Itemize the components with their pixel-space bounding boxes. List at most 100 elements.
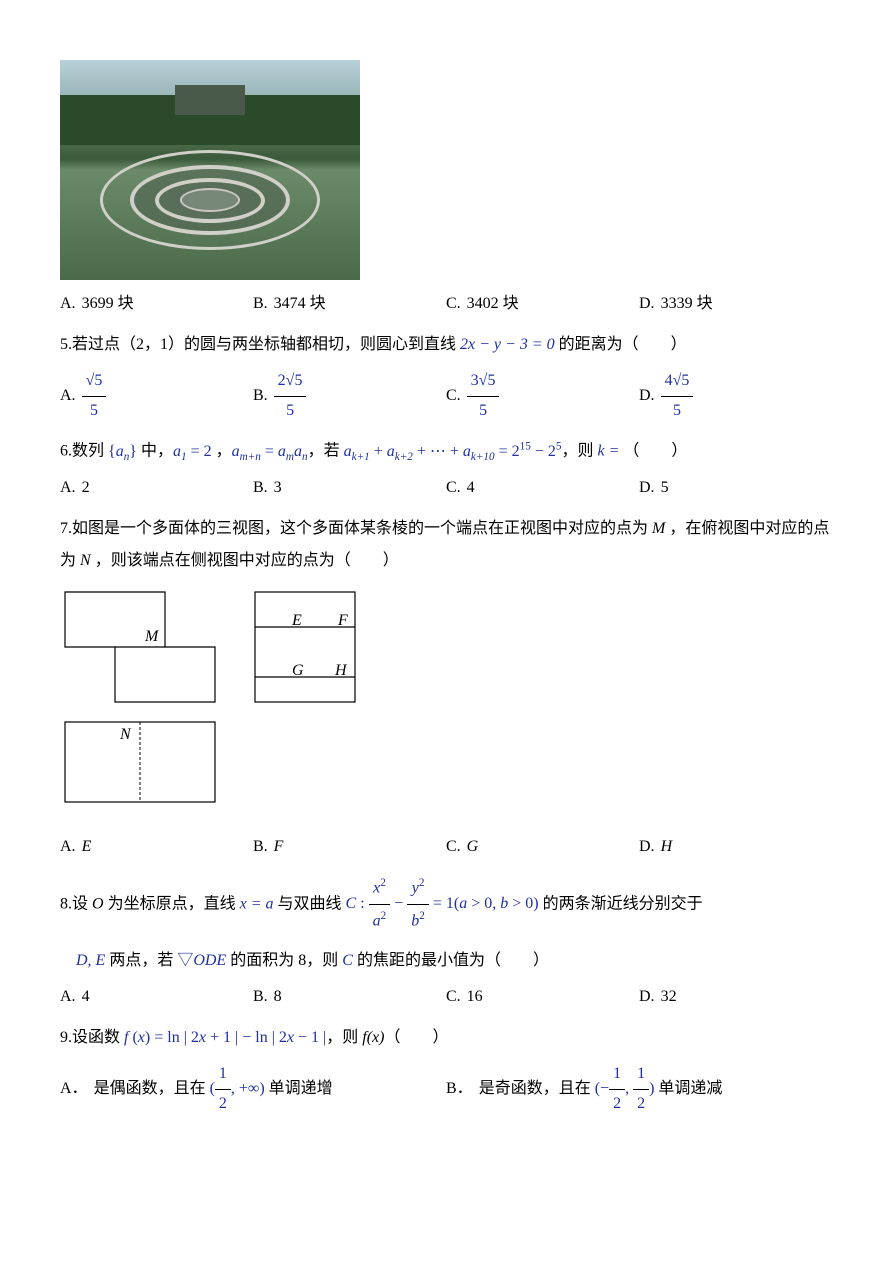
num: 1 bbox=[215, 1060, 231, 1090]
opt-label: A． bbox=[60, 1075, 88, 1104]
q6-sum: ak+1 + ak+2 + ⋯ + ak+10 = 215 − 25 bbox=[344, 443, 562, 460]
den: 2 bbox=[215, 1090, 231, 1119]
q9-num: 9. bbox=[60, 1029, 72, 1046]
q5-text-b: 的距离为（ ） bbox=[555, 336, 687, 353]
photo-building bbox=[175, 85, 245, 115]
q9-tb: ，则 bbox=[326, 1029, 362, 1046]
opt-value: G bbox=[467, 833, 479, 862]
opt-value: 4 bbox=[467, 474, 475, 503]
q8: 8.设 O 为坐标原点，直线 x = a 与双曲线 C : x2a2 − y2b… bbox=[60, 872, 832, 938]
q8-opt-d: D. 32 bbox=[639, 983, 832, 1012]
frac: 4√55 bbox=[661, 367, 694, 426]
q8-opt-b: B. 8 bbox=[253, 983, 446, 1012]
q8-O: O bbox=[92, 895, 104, 912]
q9-tail: （ ） bbox=[384, 1029, 448, 1046]
opt-value: 4 bbox=[82, 983, 90, 1012]
q4-options: A. 3699 块 B. 3474 块 C. 3402 块 D. 3339 块 bbox=[60, 290, 832, 319]
q8-ta: 设 bbox=[72, 895, 92, 912]
den: 5 bbox=[661, 397, 694, 426]
num: 1 bbox=[609, 1060, 625, 1090]
q5-text-a: 若过点（2，1）的圆与两坐标轴都相切，则圆心到直线 bbox=[72, 336, 460, 353]
q8-te: 两点，若 bbox=[105, 952, 177, 969]
opt-value: 5 bbox=[661, 474, 669, 503]
side-view: E F G H bbox=[250, 587, 360, 707]
q4-opt-c: C. 3402 块 bbox=[446, 290, 639, 319]
q8-num: 8. bbox=[60, 895, 72, 912]
q5-eq: 2x − y − 3 = 0 bbox=[460, 336, 555, 353]
q5-num: 5. bbox=[60, 336, 72, 353]
q6-text-c: ，若 bbox=[308, 443, 344, 460]
top-view: N bbox=[60, 717, 220, 807]
q6-num: 6. bbox=[60, 443, 72, 460]
opt-value: F bbox=[274, 833, 284, 862]
opt-text: 是偶函数，且在 (12, +∞) 单调递增 bbox=[94, 1060, 333, 1119]
opt-label: C. bbox=[446, 382, 461, 411]
q7-N: N bbox=[80, 552, 91, 569]
q9-ta: 设函数 bbox=[72, 1029, 124, 1046]
q6-opt-c: C. 4 bbox=[446, 474, 639, 503]
q8-opt-c: C. 16 bbox=[446, 983, 639, 1012]
opt-value: 3 bbox=[274, 474, 282, 503]
q6-text-a: 数列 bbox=[72, 443, 108, 460]
q7-opt-c: C. G bbox=[446, 833, 639, 862]
q7-text-c: ，则该端点在侧视图中对应的点为（ ） bbox=[91, 552, 399, 569]
opt-label: D. bbox=[639, 833, 655, 862]
opt-value: 32 bbox=[661, 983, 677, 1012]
label-N: N bbox=[119, 726, 132, 743]
q7-diagrams-bottom: N bbox=[60, 717, 832, 818]
q6-a1: a1 = 2 bbox=[173, 443, 212, 460]
den: 5 bbox=[467, 397, 500, 426]
q4-opt-b: B. 3474 块 bbox=[253, 290, 446, 319]
num: 3√5 bbox=[467, 367, 500, 397]
q7-options: A. E B. F C. G D. H bbox=[60, 833, 832, 862]
q8-C2: C bbox=[342, 952, 353, 969]
frac: √55 bbox=[82, 367, 107, 426]
opt-label: D. bbox=[639, 382, 655, 411]
q8-tri: ▽ODE bbox=[177, 952, 226, 969]
opt-label: D. bbox=[639, 983, 655, 1012]
opt-value: H bbox=[661, 833, 673, 862]
interval: (12, +∞) bbox=[210, 1080, 265, 1097]
q5-opt-d: D. 4√55 bbox=[639, 367, 832, 426]
den: 2 bbox=[633, 1090, 649, 1119]
opt-value: 3339 块 bbox=[661, 290, 713, 319]
opt-label: B． bbox=[446, 1075, 473, 1104]
label-G: G bbox=[292, 662, 304, 679]
q8-options: A. 4 B. 8 C. 16 D. 32 bbox=[60, 983, 832, 1012]
q6-text-d: ，则 bbox=[561, 443, 597, 460]
opt-label: B. bbox=[253, 382, 268, 411]
q6-opt-b: B. 3 bbox=[253, 474, 446, 503]
num: 1 bbox=[633, 1060, 649, 1090]
q8-DE: D, E bbox=[76, 952, 105, 969]
q6-opt-a: A. 2 bbox=[60, 474, 253, 503]
opt-label: C. bbox=[446, 474, 461, 503]
opt-label: D. bbox=[639, 474, 655, 503]
frac: 2√55 bbox=[274, 367, 307, 426]
q7-opt-d: D. H bbox=[639, 833, 832, 862]
opt-value: 3402 块 bbox=[467, 290, 519, 319]
q8-hyper: C : x2a2 − y2b2 = 1(a > 0, b > 0) bbox=[346, 895, 539, 912]
opt-value: 16 bbox=[467, 983, 483, 1012]
opt-label: B. bbox=[253, 833, 268, 862]
label-H: H bbox=[334, 662, 348, 679]
q6-rec: am+n = aman bbox=[232, 443, 308, 460]
post: 单调递减 bbox=[654, 1080, 722, 1097]
q8-tg: 的焦距的最小值为（ ） bbox=[353, 952, 549, 969]
opt-value: 3699 块 bbox=[82, 290, 134, 319]
q9-fx: f(x) bbox=[362, 1029, 384, 1046]
label-E: E bbox=[291, 612, 302, 629]
opt-label: D. bbox=[639, 290, 655, 319]
q6-opt-d: D. 5 bbox=[639, 474, 832, 503]
q5: 5.若过点（2，1）的圆与两坐标轴都相切，则圆心到直线 2x − y − 3 =… bbox=[60, 329, 832, 361]
opt-label: A. bbox=[60, 833, 76, 862]
q5-opt-c: C. 3√55 bbox=[446, 367, 639, 426]
q7-opt-b: B. F bbox=[253, 833, 446, 862]
num: 2√5 bbox=[274, 367, 307, 397]
q6-k: k = bbox=[597, 443, 623, 460]
q8-tf: 的面积为 8，则 bbox=[226, 952, 342, 969]
q6-text-b: 中， bbox=[137, 443, 173, 460]
q8-tb: 为坐标原点，直线 bbox=[104, 895, 240, 912]
post: 单调递增 bbox=[265, 1080, 333, 1097]
frac: 3√55 bbox=[467, 367, 500, 426]
opt-label: B. bbox=[253, 290, 268, 319]
